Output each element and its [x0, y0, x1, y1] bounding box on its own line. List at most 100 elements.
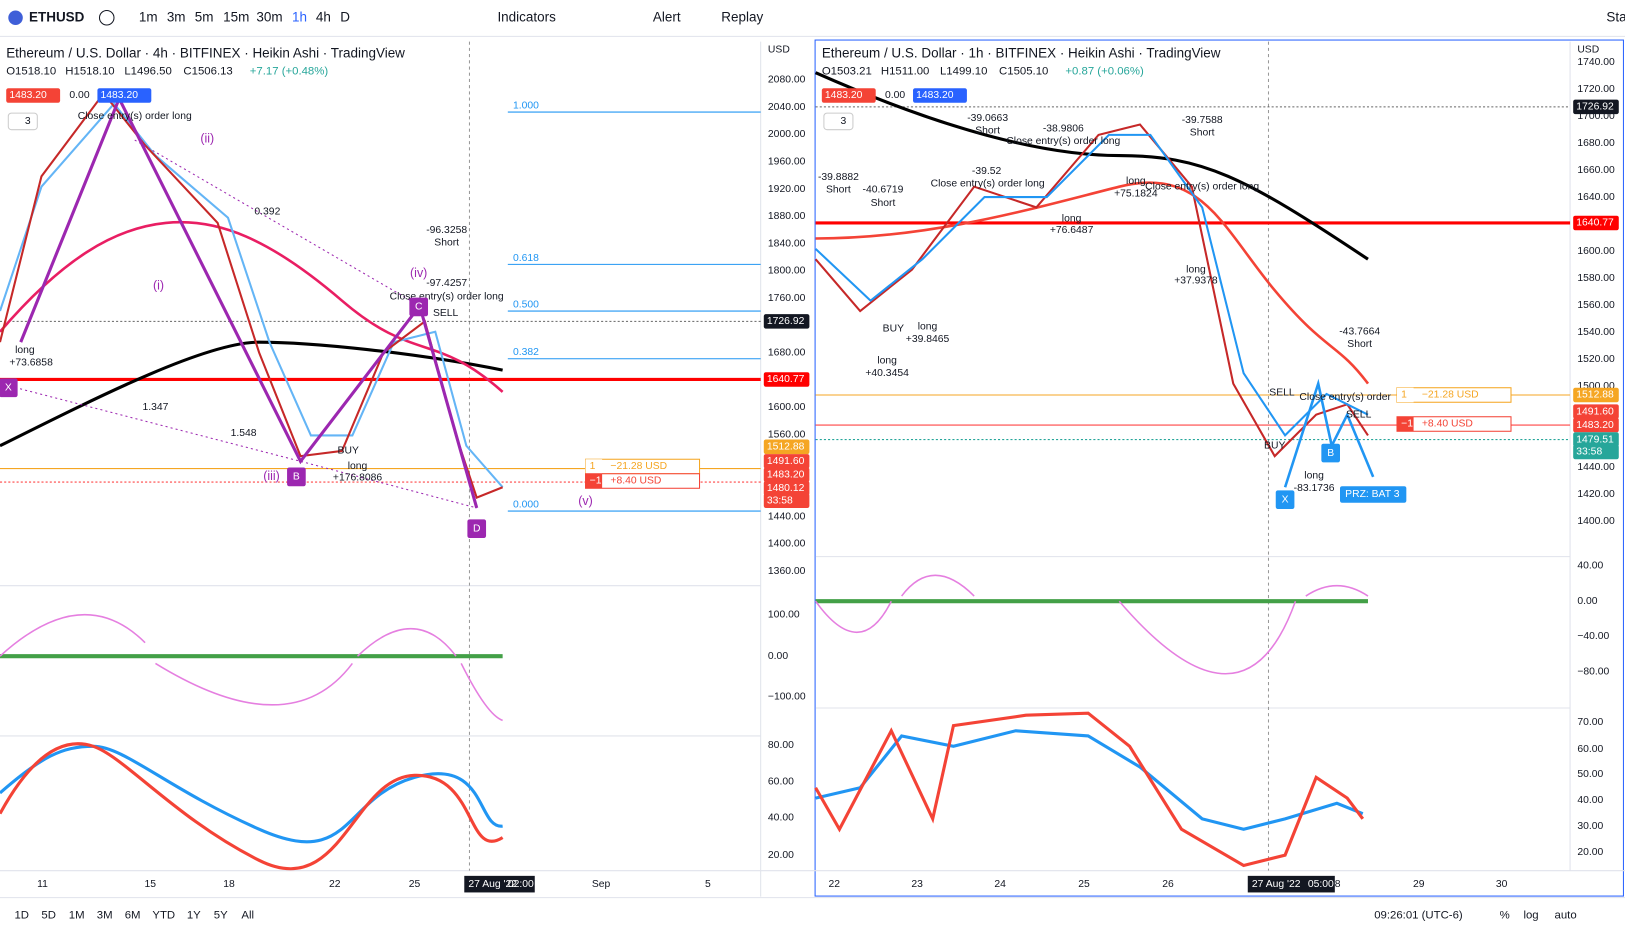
- rsi-tick: 70.00: [1577, 717, 1603, 728]
- indicators-button[interactable]: Indicators: [497, 9, 556, 24]
- range-button[interactable]: 1M: [69, 909, 85, 921]
- price-label: 1483.20: [767, 470, 805, 481]
- interval-button[interactable]: D: [340, 9, 350, 24]
- price-tick: 1420.00: [1577, 489, 1615, 500]
- annotation: (v): [578, 494, 592, 508]
- cursor-time: 05:00: [1308, 879, 1334, 890]
- annotation: -39.52: [972, 166, 1002, 177]
- pattern-point: C: [415, 302, 423, 313]
- price-tick: 1960.00: [768, 157, 806, 168]
- price-label: 33:58: [1576, 447, 1602, 458]
- ohlc-value: +7.17 (+0.48%): [250, 66, 329, 78]
- annotation: (iii): [263, 469, 280, 483]
- time-tick: 30: [1496, 879, 1508, 890]
- time-tick: 25: [409, 879, 421, 890]
- interval-button[interactable]: 1h: [292, 9, 307, 24]
- interval-button[interactable]: 1m: [139, 9, 158, 24]
- annotation: -83.1736: [1294, 483, 1335, 494]
- annotation: Close entry(s) order: [1299, 392, 1391, 403]
- interval-button[interactable]: 15m: [223, 9, 249, 24]
- time-tick: 24: [994, 879, 1006, 890]
- price-tick: 2040.00: [768, 102, 806, 113]
- cursor-date-bg: [464, 875, 535, 893]
- range-button[interactable]: 3M: [97, 909, 113, 921]
- cut-button[interactable]: Sta: [1606, 9, 1625, 24]
- annotation: -96.3258: [426, 225, 467, 236]
- annotation: long: [918, 321, 938, 332]
- rsi-tick: 80.00: [768, 740, 794, 751]
- price-label-bg: [1573, 417, 1619, 433]
- price-label-bg: [763, 314, 810, 329]
- auto-toggle[interactable]: auto: [1555, 909, 1577, 921]
- price-tick: 1800.00: [768, 266, 806, 277]
- price-tick: 1400.00: [768, 539, 806, 550]
- sell-price-bg: [6, 88, 61, 103]
- price-tick: 1680.00: [768, 348, 806, 359]
- alert-button[interactable]: Alert: [653, 9, 681, 24]
- price-label-bg: [763, 454, 810, 469]
- price-label-bg: [763, 481, 810, 496]
- price-label-bg: [763, 493, 810, 508]
- price-tick: 1540.00: [1577, 327, 1615, 338]
- range-button[interactable]: 1D: [14, 909, 29, 921]
- ohlc-value: H1511.00: [881, 66, 930, 78]
- symbol[interactable]: ETHUSD: [29, 9, 85, 24]
- prz-label: PRZ: BAT 3: [1345, 489, 1400, 500]
- pattern-point: D: [473, 523, 480, 534]
- annotation: -97.4257: [426, 278, 467, 289]
- annotation: +75.1824: [1114, 189, 1158, 200]
- price-label: 1512.88: [767, 442, 805, 453]
- interval-button[interactable]: 4h: [316, 9, 331, 24]
- annotation: -39.0663: [967, 113, 1008, 124]
- replay-button[interactable]: Replay: [721, 9, 763, 24]
- indicator-count: 3: [25, 116, 31, 127]
- price-label: 1479.51: [1576, 434, 1614, 445]
- range-button[interactable]: 6M: [125, 909, 141, 921]
- price-label: 1726.92: [1576, 102, 1614, 113]
- price-label-bg: [1573, 404, 1619, 419]
- log-toggle[interactable]: log: [1523, 909, 1538, 921]
- price-label: 1640.77: [1576, 218, 1614, 229]
- range-button[interactable]: YTD: [152, 909, 175, 921]
- percent-toggle[interactable]: %: [1500, 909, 1510, 921]
- count-box: [823, 112, 854, 131]
- annotation: +40.3454: [865, 368, 909, 379]
- range-button[interactable]: 1Y: [187, 909, 201, 921]
- chart-title: Ethereum / U.S. Dollar · 1h · BITFINEX ·…: [822, 46, 1221, 61]
- time-tick: 28: [1329, 879, 1341, 890]
- range-button[interactable]: 5Y: [214, 909, 228, 921]
- annotation: -43.7664: [1339, 327, 1380, 338]
- annotation: +176.8086: [333, 473, 382, 484]
- price-tick: 1440.00: [768, 511, 806, 522]
- pattern-point: B: [1327, 448, 1334, 459]
- position-pnl: −21.28 USD: [610, 461, 667, 472]
- interval-button[interactable]: 30m: [256, 9, 282, 24]
- chart-title: Ethereum / U.S. Dollar · 4h · BITFINEX ·…: [6, 46, 405, 61]
- annotation: Short: [1190, 128, 1215, 139]
- rsi-tick: 20.00: [1577, 847, 1603, 858]
- indicator-count: 3: [840, 116, 846, 127]
- range-button[interactable]: All: [241, 909, 254, 921]
- ohlc-value: C1505.10: [999, 66, 1048, 78]
- pattern-point-bg: [1275, 490, 1295, 509]
- time-tick: 22: [329, 879, 341, 890]
- annotation: Close entry(s) order long: [78, 111, 192, 122]
- price-tick: 1680.00: [1577, 138, 1615, 149]
- rsi-tick: 20.00: [768, 850, 794, 861]
- annotation: BUY: [338, 446, 359, 457]
- time-tick: 11: [37, 879, 48, 890]
- rsi-tick: 60.00: [1577, 744, 1603, 755]
- annotation: Short: [434, 237, 459, 248]
- price-tick: 1600.00: [1577, 246, 1615, 257]
- interval-button[interactable]: 3m: [167, 9, 186, 24]
- position-qty-bg: [585, 459, 603, 474]
- annotation: (iv): [410, 266, 427, 280]
- pattern-point-bg: [287, 467, 306, 487]
- price-tick: 1740.00: [1577, 57, 1615, 68]
- range-button[interactable]: 5D: [41, 909, 56, 921]
- interval-button[interactable]: 5m: [195, 9, 214, 24]
- annotation: (ii): [200, 131, 214, 145]
- price-label-bg: [1573, 215, 1619, 231]
- cursor-time: 02:00: [508, 879, 534, 890]
- price-label: 1726.92: [767, 316, 805, 327]
